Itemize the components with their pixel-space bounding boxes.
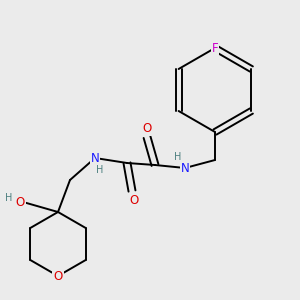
- Text: O: O: [129, 194, 139, 206]
- Text: O: O: [53, 269, 63, 283]
- Text: N: N: [181, 161, 189, 175]
- Text: O: O: [142, 122, 152, 136]
- Text: H: H: [174, 152, 182, 162]
- Text: H: H: [96, 165, 104, 175]
- Text: F: F: [212, 41, 218, 55]
- Text: H: H: [5, 193, 13, 203]
- Text: N: N: [91, 152, 99, 164]
- Text: O: O: [15, 196, 25, 208]
